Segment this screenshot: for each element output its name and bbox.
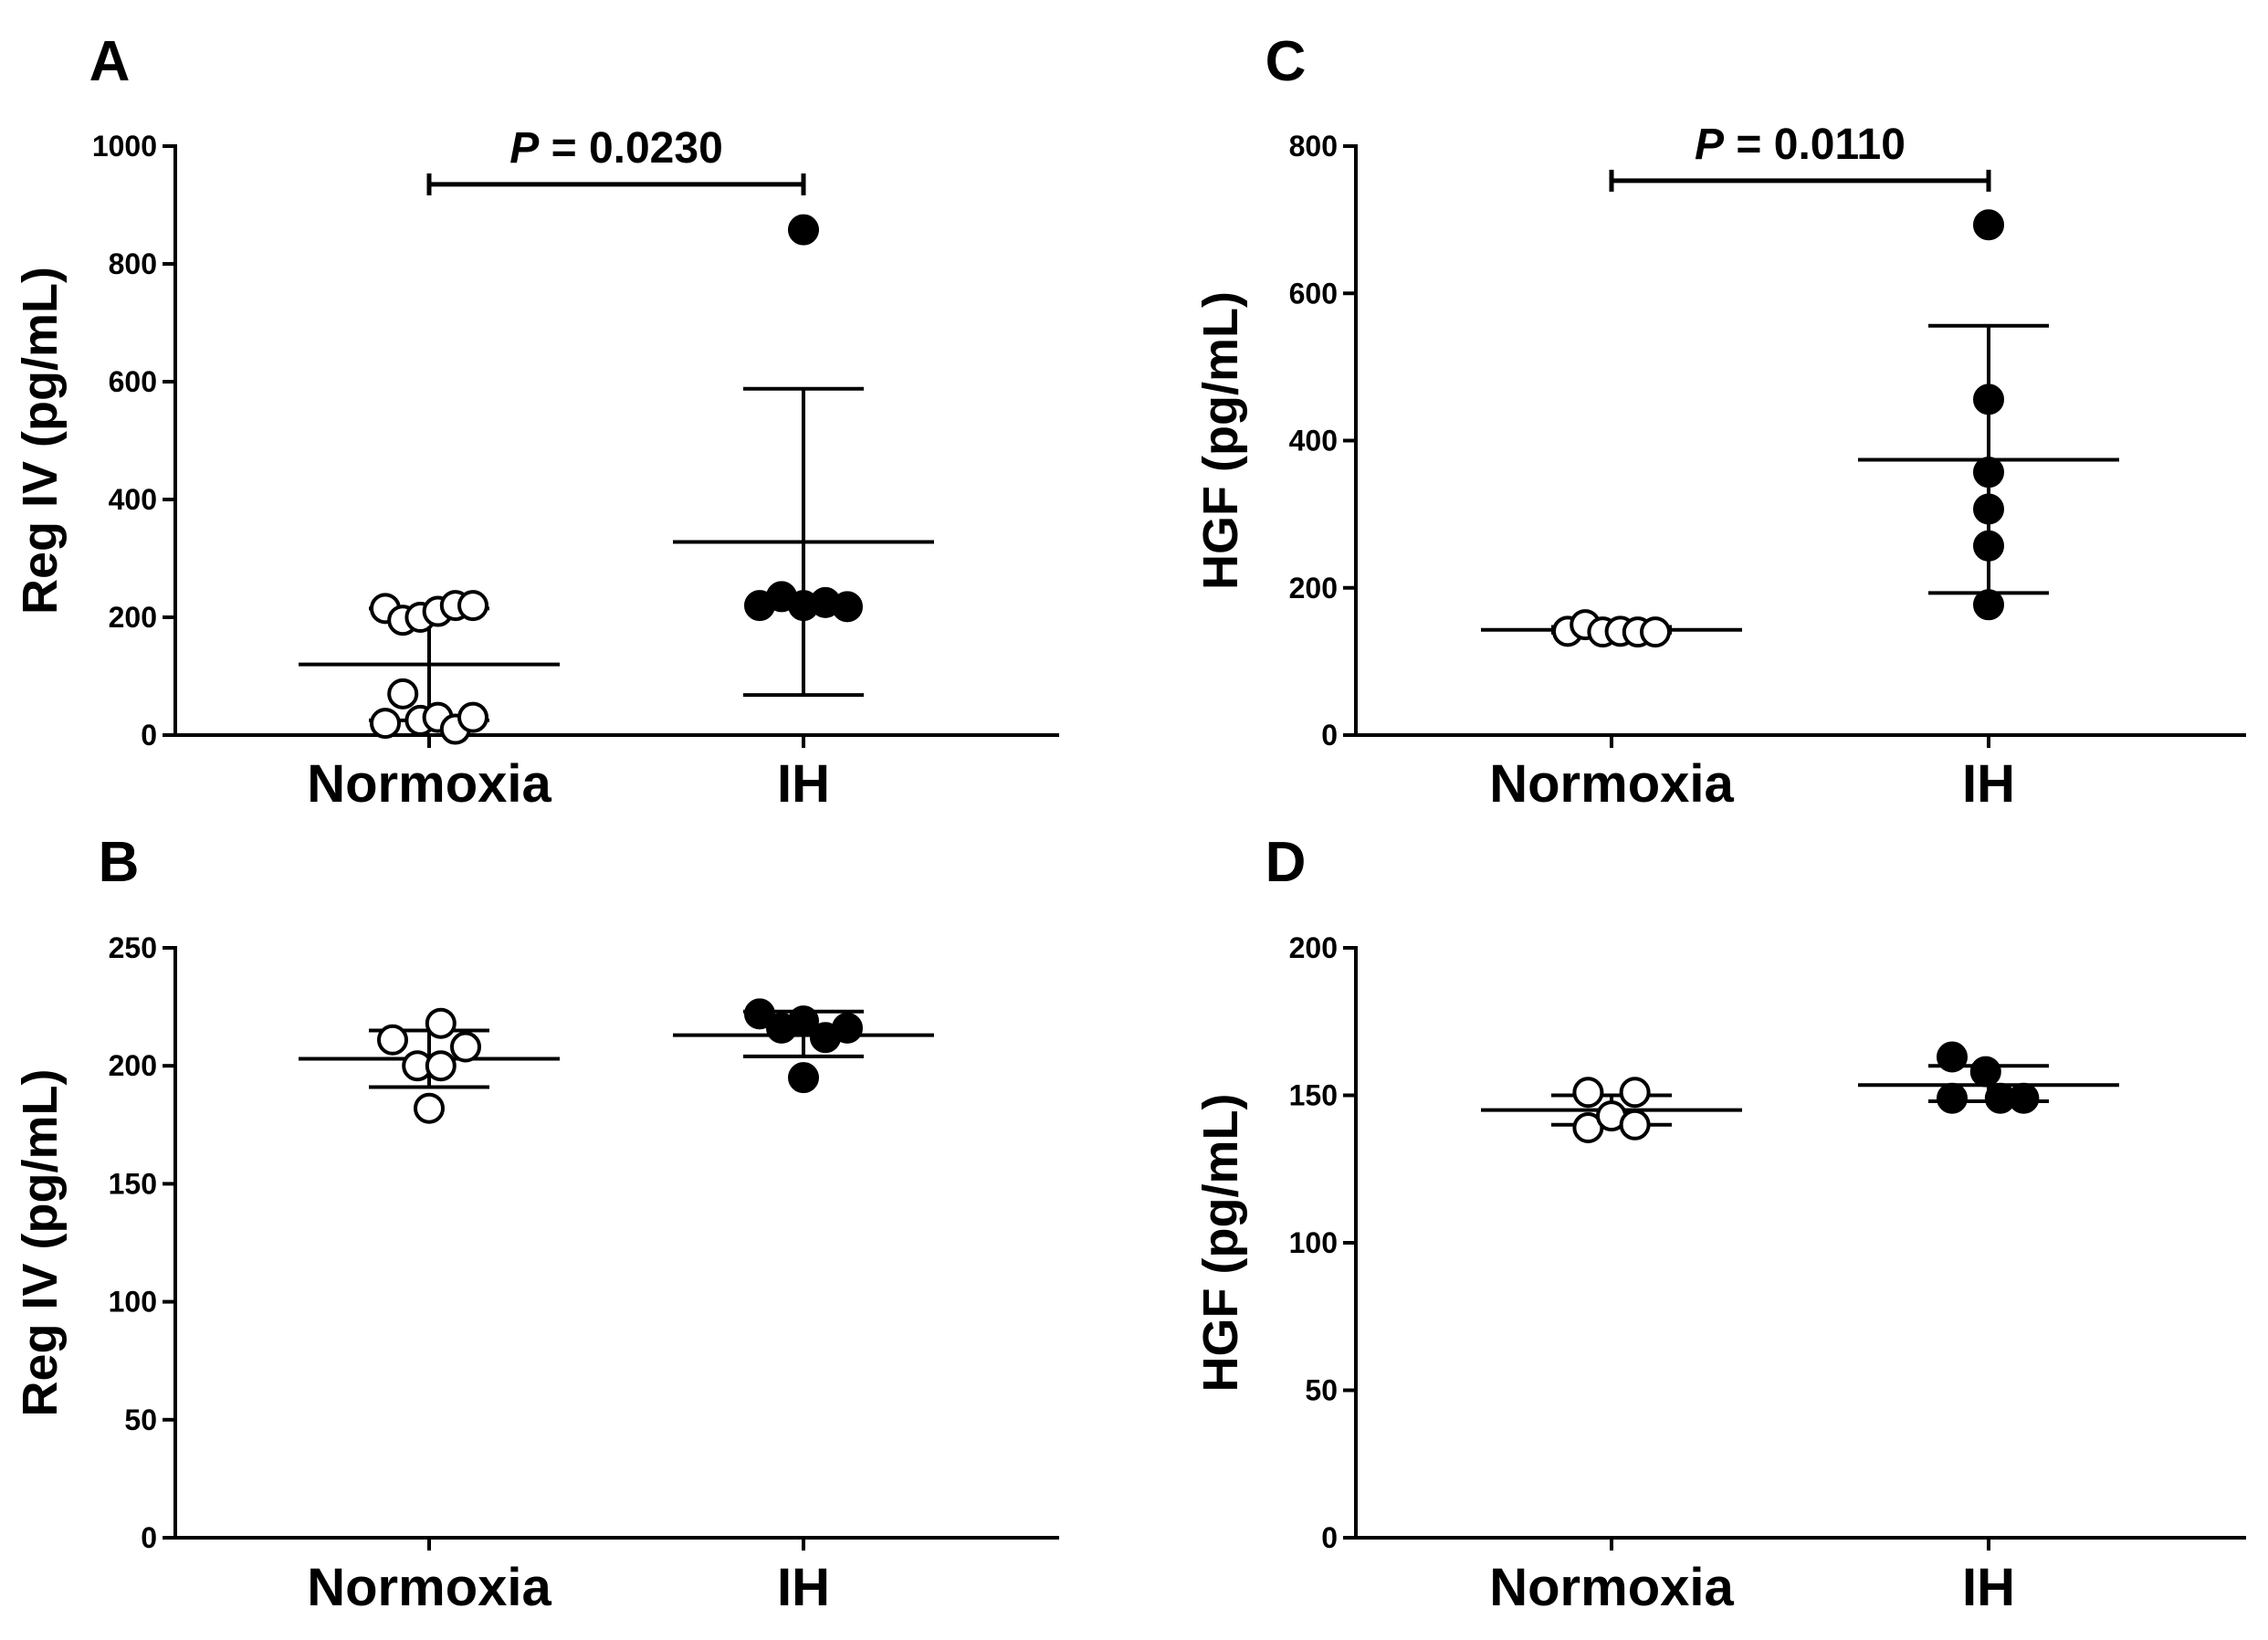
y-tick-label: 600 xyxy=(109,365,157,398)
y-tick-label: 400 xyxy=(1289,425,1338,457)
x-category-label: IH xyxy=(1962,754,2015,814)
data-point-filled xyxy=(1973,457,2004,489)
y-tick-label: 150 xyxy=(1289,1079,1338,1112)
x-category-label: IH xyxy=(777,1558,830,1617)
data-point-filled xyxy=(1937,1082,1968,1114)
y-axis-label: HGF (pg/mL) xyxy=(1193,291,1248,590)
data-point-filled xyxy=(1973,384,2004,415)
panel-b: B Reg IV (pg/mL) 0 50 100 150 200 250 Normoxia IH xyxy=(13,831,1059,1617)
y-tick-label: 400 xyxy=(109,483,157,516)
data-point-open xyxy=(1640,616,1671,648)
p-value-label: P = 0.0110 xyxy=(1695,121,1906,169)
y-tick-label: 0 xyxy=(1321,1521,1338,1554)
panel-label: C xyxy=(1265,30,1307,93)
y-axis-label: HGF (pg/mL) xyxy=(1193,1094,1248,1393)
p-value-label: P = 0.0230 xyxy=(509,124,723,173)
p-value-symbol: P xyxy=(1695,121,1725,169)
y-tick-label: 0 xyxy=(141,719,157,752)
data-point-open xyxy=(457,590,488,622)
panel-c: C HGF (pg/mL) 0 200 400 600 800 Normoxia IH P = 0… xyxy=(1193,30,2246,814)
panel-d: D HGF (pg/mL) 0 50 100 150 200 Normoxia IH xyxy=(1193,831,2246,1617)
p-value-number: = 0.0230 xyxy=(539,124,723,173)
p-value-symbol: P xyxy=(509,124,540,173)
y-tick-label: 50 xyxy=(1305,1374,1338,1407)
data-point-filled xyxy=(788,214,819,246)
data-point-filled xyxy=(1973,589,2004,621)
y-tick-label: 0 xyxy=(1321,719,1338,752)
data-point-filled xyxy=(1973,209,2004,241)
y-tick-label: 150 xyxy=(109,1167,157,1200)
data-point-filled xyxy=(788,1062,819,1094)
data-point-filled xyxy=(744,998,775,1030)
x-category-label: Normoxia xyxy=(1489,754,1734,814)
y-tick-label: 200 xyxy=(1289,931,1338,964)
data-point-open xyxy=(414,1092,445,1124)
y-tick-label: 100 xyxy=(1289,1226,1338,1259)
x-category-label: IH xyxy=(1962,1558,2015,1617)
y-tick-label: 200 xyxy=(109,1049,157,1082)
y-tick-label: 1000 xyxy=(92,130,157,163)
y-tick-label: 600 xyxy=(1289,277,1338,310)
data-point-open xyxy=(425,1050,457,1082)
data-point-open xyxy=(450,1031,481,1063)
data-point-open xyxy=(1619,1109,1651,1141)
y-tick-label: 0 xyxy=(141,1521,157,1554)
data-point-filled xyxy=(1973,530,2004,562)
panel-label: D xyxy=(1265,831,1307,894)
y-tick-label: 50 xyxy=(124,1403,157,1436)
panel-label: B xyxy=(99,831,140,894)
y-tick-label: 800 xyxy=(109,247,157,280)
y-tick-label: 100 xyxy=(109,1286,157,1319)
y-axis-label: Reg IV (pg/mL) xyxy=(13,267,68,615)
data-point-filled xyxy=(2008,1082,2040,1114)
data-point-filled xyxy=(1973,493,2004,525)
data-point-open xyxy=(1572,1077,1604,1109)
data-point-open xyxy=(457,701,488,733)
y-tick-label: 200 xyxy=(109,601,157,634)
x-category-label: Normoxia xyxy=(1489,1558,1734,1617)
p-value-number: = 0.0110 xyxy=(1724,121,1906,169)
y-axis-label: Reg IV (pg/mL) xyxy=(13,1069,68,1417)
data-point-filled xyxy=(832,1012,863,1044)
x-category-label: IH xyxy=(777,754,830,814)
data-point-filled xyxy=(1969,1056,2001,1088)
x-category-label: Normoxia xyxy=(307,754,551,814)
data-point-open xyxy=(377,1024,408,1056)
data-point-open xyxy=(425,1007,457,1039)
y-tick-label: 200 xyxy=(1289,572,1338,604)
x-category-label: Normoxia xyxy=(307,1558,551,1617)
data-point-filled xyxy=(1937,1041,1968,1073)
y-tick-label: 800 xyxy=(1289,130,1338,163)
data-point-filled xyxy=(788,1005,819,1037)
y-tick-label: 250 xyxy=(109,931,157,964)
data-point-open xyxy=(370,708,401,740)
panel-a: A Reg IV (pg/mL) 0 200 400 600 800 1000 Normoxia… xyxy=(13,30,1059,814)
panel-label: A xyxy=(89,30,131,93)
data-point-open xyxy=(387,678,419,710)
data-point-filled xyxy=(832,591,863,623)
data-point-open xyxy=(1619,1077,1651,1109)
